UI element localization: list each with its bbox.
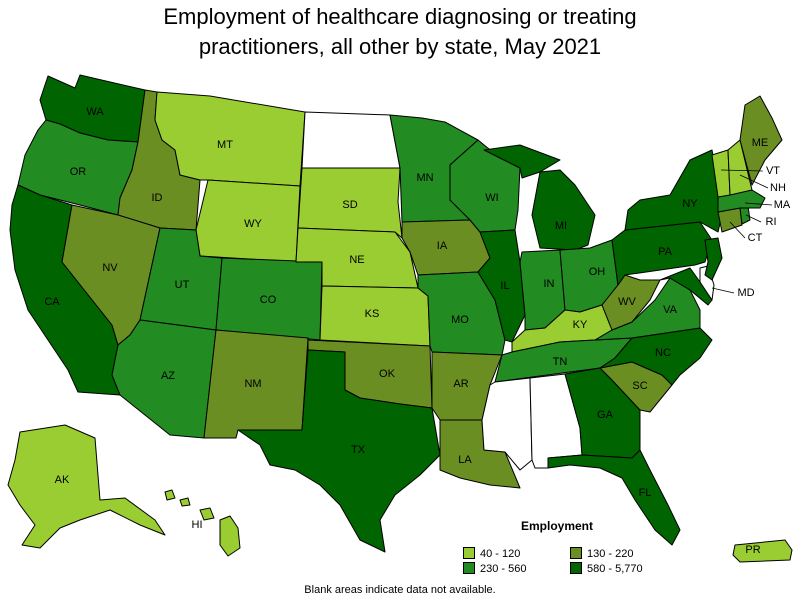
state-label-PA: PA <box>658 246 673 258</box>
legend-swatch <box>570 547 582 559</box>
legend-item: 580 - 5,770 <box>570 562 643 576</box>
state-label-MA: MA <box>774 199 791 211</box>
state-label-OH: OH <box>589 266 606 278</box>
state-label-PR: PR <box>745 544 760 556</box>
state-label-MN: MN <box>416 172 433 184</box>
legend-label: 230 - 560 <box>480 563 527 575</box>
legend-item: 230 - 560 <box>463 562 526 576</box>
state-label-TN: TN <box>553 356 568 368</box>
state-label-NM: NM <box>244 378 261 390</box>
state-label-MO: MO <box>451 314 469 326</box>
state-label-UT: UT <box>175 279 190 291</box>
state-label-IN: IN <box>544 278 555 290</box>
map-title-line1: Employment of healthcare diagnosing or t… <box>163 4 637 29</box>
state-label-FL: FL <box>639 487 652 499</box>
map-title: Employment of healthcare diagnosing or t… <box>0 2 800 62</box>
state-label-GA: GA <box>597 409 614 421</box>
state-label-NV: NV <box>102 262 118 274</box>
legend-swatch <box>570 562 582 574</box>
state-label-AR: AR <box>453 378 468 390</box>
state-MT[interactable] <box>154 91 306 187</box>
state-label-AZ: AZ <box>161 370 175 382</box>
legend: Employment 40 - 120 130 - 220 230 - 560 … <box>463 517 693 577</box>
state-label-AK: AK <box>55 474 70 486</box>
state-label-WI: WI <box>485 192 498 204</box>
state-label-MD: MD <box>737 287 754 299</box>
label-leader-CT <box>729 221 746 239</box>
label-leader-MD <box>711 287 735 294</box>
state-label-CO: CO <box>260 294 277 306</box>
state-label-RI: RI <box>766 216 777 228</box>
label-leader-VT <box>720 169 764 172</box>
legend-item: 40 - 120 <box>463 547 520 561</box>
legend-swatch <box>463 547 475 559</box>
label-leader-RI <box>745 214 762 223</box>
state-PR[interactable] <box>732 539 793 563</box>
label-leader-NH <box>739 174 769 189</box>
state-RI[interactable] <box>739 205 751 225</box>
state-label-WY: WY <box>244 218 262 230</box>
state-label-HI: HI <box>192 519 203 531</box>
legend-swatch <box>463 562 475 574</box>
state-label-NY: NY <box>682 198 698 210</box>
state-label-IA: IA <box>437 240 448 252</box>
state-label-VA: VA <box>663 304 678 316</box>
state-IL[interactable] <box>477 229 526 343</box>
state-label-MI: MI <box>555 220 567 232</box>
legend-title: Employment <box>521 519 594 533</box>
state-MI[interactable] <box>483 144 596 251</box>
label-leader-MA <box>744 202 773 206</box>
map-title-line2: practitioners, all other by state, May 2… <box>198 34 602 59</box>
state-VA[interactable] <box>594 277 701 341</box>
state-NH[interactable] <box>727 139 753 196</box>
state-label-WV: WV <box>618 296 636 308</box>
state-ME[interactable] <box>739 95 783 186</box>
state-label-NH: NH <box>770 182 786 194</box>
state-label-KS: KS <box>365 308 380 320</box>
state-label-ME: ME <box>752 137 769 149</box>
state-FL[interactable] <box>547 449 681 546</box>
state-AK[interactable] <box>7 424 166 549</box>
state-TX[interactable] <box>237 349 441 553</box>
state-label-MT: MT <box>217 139 233 151</box>
state-label-NE: NE <box>349 254 364 266</box>
state-ND[interactable] <box>301 111 401 169</box>
footnote: Blank areas indicate data not available. <box>304 584 496 596</box>
state-HI[interactable] <box>164 489 241 557</box>
state-label-VT: VT <box>766 165 780 177</box>
state-label-CA: CA <box>44 296 60 308</box>
state-label-IL: IL <box>500 280 509 292</box>
state-label-OR: OR <box>70 166 87 178</box>
state-NY[interactable] <box>624 149 723 233</box>
state-NJ[interactable] <box>704 237 723 281</box>
state-label-ID: ID <box>152 192 163 204</box>
state-label-TX: TX <box>351 444 366 456</box>
state-label-CT: CT <box>748 232 763 244</box>
state-label-OK: OK <box>379 368 396 380</box>
legend-label: 130 - 220 <box>587 548 634 560</box>
legend-item: 130 - 220 <box>570 547 633 561</box>
state-labels: WA OR CA ID NV MT WY UT AZ CO NM SD NE KS OK TX MN IA MO AR… <box>44 106 791 556</box>
state-label-LA: LA <box>458 454 472 466</box>
state-label-NC: NC <box>655 347 671 359</box>
state-label-SD: SD <box>342 199 357 211</box>
state-label-WA: WA <box>86 106 104 118</box>
state-label-SC: SC <box>632 380 647 392</box>
legend-label: 40 - 120 <box>480 548 521 560</box>
state-label-KY: KY <box>573 319 588 331</box>
legend-label: 580 - 5,770 <box>587 563 643 575</box>
state-MD[interactable] <box>639 267 713 306</box>
